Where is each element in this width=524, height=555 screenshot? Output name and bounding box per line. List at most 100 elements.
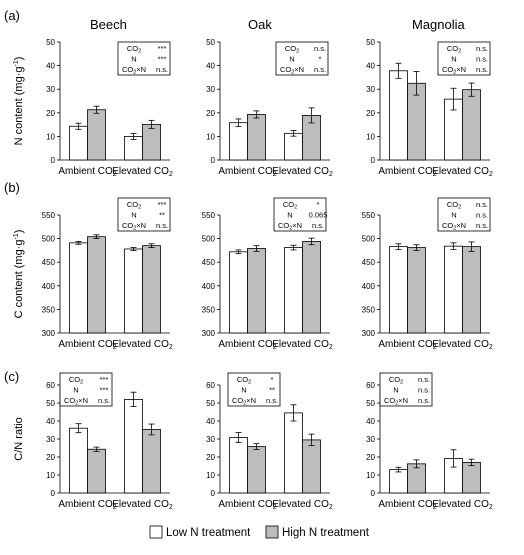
- stats-term: CO2×N: [384, 396, 408, 407]
- y-tick-label: 0: [371, 489, 376, 498]
- y-axis-label-row-2: C/N ratio: [13, 417, 25, 460]
- y-tick-label: 50: [366, 399, 375, 408]
- x-category-label: Elevated CO2: [112, 339, 173, 351]
- legend-label-high-n: High N treatment: [282, 527, 370, 539]
- legend-label-low-n: Low N treatment: [166, 527, 251, 539]
- stats-significance: n.s.: [476, 55, 488, 64]
- bar-low-n-cat0: [389, 70, 408, 161]
- y-tick-label: 400: [362, 282, 376, 291]
- stats-term: CO2: [285, 44, 299, 55]
- stats-term: CO2×N: [442, 221, 466, 232]
- x-category-label: Elevated CO2: [272, 339, 333, 351]
- legend-swatch-high-n: [265, 525, 279, 539]
- bar-high-n-cat0: [87, 109, 106, 161]
- bar-low-n-cat0: [69, 125, 88, 161]
- bar-low-n-cat1: [444, 245, 463, 334]
- stats-significance: 0.065: [309, 211, 328, 220]
- x-category-label: Ambient CO2: [58, 166, 116, 178]
- y-tick-label: 40: [206, 417, 215, 426]
- bar-low-n-cat0: [69, 242, 88, 334]
- stats-term: CO2×N: [64, 396, 88, 407]
- stats-significance: ***: [158, 44, 167, 53]
- y-tick-label: 10: [206, 132, 215, 141]
- stats-term: CO2×N: [280, 65, 304, 76]
- bar-low-n-cat0: [229, 122, 248, 161]
- y-tick-label: 400: [202, 282, 216, 291]
- stats-term: CO2×N: [442, 65, 466, 76]
- stats-significance: n.s.: [418, 396, 430, 405]
- stats-significance: n.s.: [156, 65, 168, 74]
- y-tick-label: 50: [366, 38, 375, 47]
- y-tick-label: 30: [366, 85, 375, 94]
- stats-term: N: [287, 211, 292, 220]
- y-tick-label: 400: [42, 282, 56, 291]
- y-tick-label: 30: [206, 435, 215, 444]
- y-tick-label: 50: [206, 399, 215, 408]
- y-tick-label: 10: [366, 471, 375, 480]
- stats-significance: n.s.: [476, 221, 488, 230]
- stats-term: CO2: [127, 44, 141, 55]
- stats-term: CO2×N: [122, 65, 146, 76]
- stats-significance: n.s.: [476, 200, 488, 209]
- stats-box: [117, 41, 171, 76]
- y-tick-label: 50: [46, 38, 55, 47]
- x-category-label: Elevated CO2: [432, 166, 493, 178]
- bar-low-n-cat1: [284, 412, 303, 494]
- y-tick-label: 20: [46, 453, 55, 462]
- y-tick-label: 450: [362, 258, 376, 267]
- x-category-label: Elevated CO2: [272, 499, 333, 511]
- y-tick-label: 30: [206, 85, 215, 94]
- stats-significance: n.s.: [266, 396, 278, 405]
- x-category-label: Ambient CO2: [218, 166, 276, 178]
- y-tick-label: 40: [206, 62, 215, 71]
- stats-box: [275, 41, 329, 76]
- stats-significance: n.s.: [476, 44, 488, 53]
- bar-high-n-cat1: [302, 439, 321, 494]
- panel-letter-2: (c): [4, 369, 19, 384]
- panel-letter-0: (a): [4, 8, 20, 23]
- bar-low-n-cat0: [229, 437, 248, 494]
- bar-low-n-cat1: [124, 398, 143, 494]
- stats-term: CO2×N: [122, 221, 146, 232]
- y-tick-label: 0: [51, 489, 56, 498]
- stats-significance: n.s.: [418, 386, 430, 395]
- bar-high-n-cat1: [142, 429, 161, 494]
- y-tick-label: 20: [206, 109, 215, 118]
- y-tick-label: 50: [206, 38, 215, 47]
- y-tick-label: 500: [42, 235, 56, 244]
- bar-high-n-cat1: [142, 245, 161, 334]
- stats-term: CO2: [447, 44, 461, 55]
- x-category-label: Elevated CO2: [432, 499, 493, 511]
- y-tick-label: 20: [366, 109, 375, 118]
- stats-term: CO2: [447, 200, 461, 211]
- y-tick-label: 550: [362, 211, 376, 220]
- stats-term: N: [393, 386, 398, 395]
- x-category-label: Ambient CO2: [378, 339, 436, 351]
- bar-low-n-cat1: [124, 135, 143, 161]
- stats-term: N: [241, 386, 246, 395]
- stats-significance: ***: [100, 386, 109, 395]
- species-title-magnolia: Magnolia: [412, 17, 466, 32]
- stats-term: N: [451, 55, 456, 64]
- x-category-label: Ambient CO2: [58, 339, 116, 351]
- bar-high-n-cat1: [462, 461, 481, 494]
- stats-significance: *: [271, 375, 274, 384]
- stats-significance: n.s.: [314, 44, 326, 53]
- y-tick-label: 350: [42, 305, 56, 314]
- stats-significance: *: [317, 200, 320, 209]
- y-tick-label: 60: [366, 381, 375, 390]
- bar-high-n-cat1: [462, 89, 481, 161]
- bar-low-n-cat0: [389, 469, 408, 494]
- bar-high-n-cat0: [247, 446, 266, 494]
- x-category-label: Ambient CO2: [218, 339, 276, 351]
- x-category-label: Ambient CO2: [378, 166, 436, 178]
- bar-low-n-cat1: [284, 247, 303, 334]
- stats-term: N: [289, 55, 294, 64]
- bar-low-n-cat0: [229, 251, 248, 334]
- stats-significance: n.s.: [314, 65, 326, 74]
- stats-term: N: [73, 386, 78, 395]
